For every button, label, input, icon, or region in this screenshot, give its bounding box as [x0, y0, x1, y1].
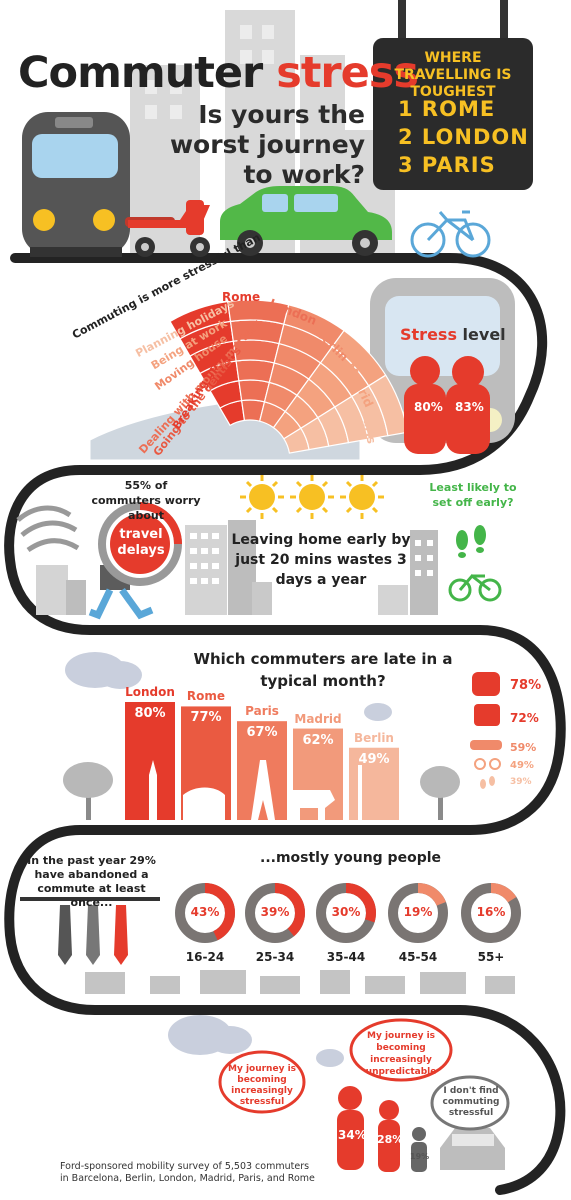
- fan-city-rome: Rome: [222, 290, 261, 304]
- late-city-pct: 49%: [358, 751, 390, 767]
- car-illustration: [220, 186, 392, 256]
- late-city-pct: 77%: [190, 710, 222, 726]
- man-head: [410, 356, 440, 386]
- donut-age-label: 55+: [477, 950, 505, 964]
- green-bicycle-icon: [448, 573, 502, 602]
- scooter-illustration: [125, 200, 210, 257]
- travel-delays-badge: travel delays: [117, 527, 165, 558]
- mode-pct-train-icon: 78%: [510, 678, 542, 693]
- title-part-stress: stress: [276, 48, 419, 98]
- stress-word: Stress: [400, 325, 457, 344]
- stress-level-label: Stress level: [400, 325, 506, 344]
- mode-pct-bicycle-icon: 49%: [510, 760, 534, 771]
- people-figures: [337, 1086, 427, 1172]
- transport-mode-icons: [470, 672, 502, 789]
- donut-pct: 30%: [331, 905, 361, 919]
- board-heading: WHERE TRAVELLING IS TOUGHEST: [394, 50, 512, 100]
- feeling-pct-stressful: 34%: [338, 1128, 367, 1142]
- donut-age-label: 45-54: [398, 950, 438, 964]
- bicycle-illustration: [410, 210, 491, 258]
- page-subtitle: Is yours the worst journey to work?: [169, 100, 365, 189]
- mode-pct-bus-icon: 72%: [510, 711, 539, 725]
- house-row: [85, 970, 515, 994]
- board-rank-3: 3 PARIS: [398, 153, 496, 177]
- delay-stat: 55% of commuters worry about: [91, 479, 201, 522]
- donut-fill-35-44: [316, 883, 376, 943]
- donut-pct: 19%: [403, 905, 433, 919]
- man-stress-pct: 80%: [414, 400, 443, 414]
- late-city-pct: 62%: [302, 732, 334, 748]
- board-rank-2: 2 LONDON: [398, 125, 529, 149]
- donut-pct: 39%: [260, 905, 290, 919]
- late-city-name: Paris: [245, 704, 279, 719]
- clouds: [65, 652, 392, 1067]
- man-body: [404, 384, 446, 454]
- least-likely-text: Least likely to set off early?: [429, 481, 517, 509]
- donut-age-label: 25-34: [255, 950, 295, 964]
- trees: [63, 762, 460, 820]
- delay-building-windows: [190, 533, 433, 584]
- late-heading: Which commuters are late in a typical mo…: [193, 650, 453, 690]
- woman-head: [452, 356, 484, 388]
- landmark-silhouettes: [149, 760, 362, 820]
- woman-stress-pct: 83%: [455, 400, 484, 414]
- age-donut-charts: [175, 883, 521, 943]
- page-title: Commuter stress: [18, 48, 419, 98]
- footprints-icon: [456, 525, 486, 558]
- board-rank-1: 1 ROME: [398, 97, 496, 121]
- late-city-pct: 80%: [134, 706, 166, 721]
- donut-fill-45-54: [388, 883, 448, 943]
- level-word: level: [462, 325, 506, 344]
- donut-fill-25-34: [245, 883, 305, 943]
- delay-clock-face: [110, 514, 170, 574]
- winding-road: [4, 253, 566, 1195]
- woman-body: [446, 384, 490, 454]
- departure-board: [373, 38, 533, 190]
- title-part-commuter: Commuter: [18, 48, 263, 98]
- donut-pct: 43%: [190, 905, 220, 919]
- late-bar-berlin: [349, 747, 399, 820]
- donut-fill-16-24: [175, 883, 235, 943]
- late-city-name: London: [125, 685, 175, 699]
- young-heading: ...mostly young people: [260, 850, 442, 866]
- mode-pct-car-icon: 59%: [510, 741, 537, 754]
- ties-illustration: [58, 905, 128, 965]
- bubble-not-stressful: I don't find commuting stressful: [442, 1086, 500, 1118]
- late-city-pct: 67%: [246, 725, 278, 741]
- bubble-unpredictable: My journey is becoming increasingly unpr…: [365, 1031, 437, 1077]
- sun-icons: [240, 475, 384, 519]
- early-text: Leaving home early by just 20 mins waste…: [231, 532, 411, 588]
- delay-buildings: [36, 520, 438, 615]
- mode-pct-footprints-icon: 39%: [510, 777, 532, 787]
- grey-car-icon: [440, 1128, 505, 1170]
- stress-fan-chart: [169, 299, 409, 454]
- late-city-name: Rome: [186, 689, 226, 704]
- train-illustration: [22, 112, 130, 257]
- donut-pct: 16%: [476, 905, 506, 919]
- bubble-stressful: My journey is becoming increasingly stre…: [227, 1064, 297, 1107]
- donut-age-label: 35-44: [326, 950, 366, 964]
- feeling-pct-unpredictable: 28%: [377, 1133, 404, 1146]
- late-city-name: Madrid: [294, 711, 342, 726]
- fan-wedge: [235, 359, 275, 384]
- abandon-text: In the past year 29% have abandoned a co…: [27, 854, 156, 909]
- late-city-name: Berlin: [354, 730, 394, 745]
- feeling-pct-not-stressful: 19%: [410, 1152, 430, 1161]
- donut-fill-55+: [461, 883, 521, 943]
- donut-age-label: 16-24: [185, 950, 225, 964]
- source-note: Ford-sponsored mobility survey of 5,503 …: [60, 1161, 315, 1184]
